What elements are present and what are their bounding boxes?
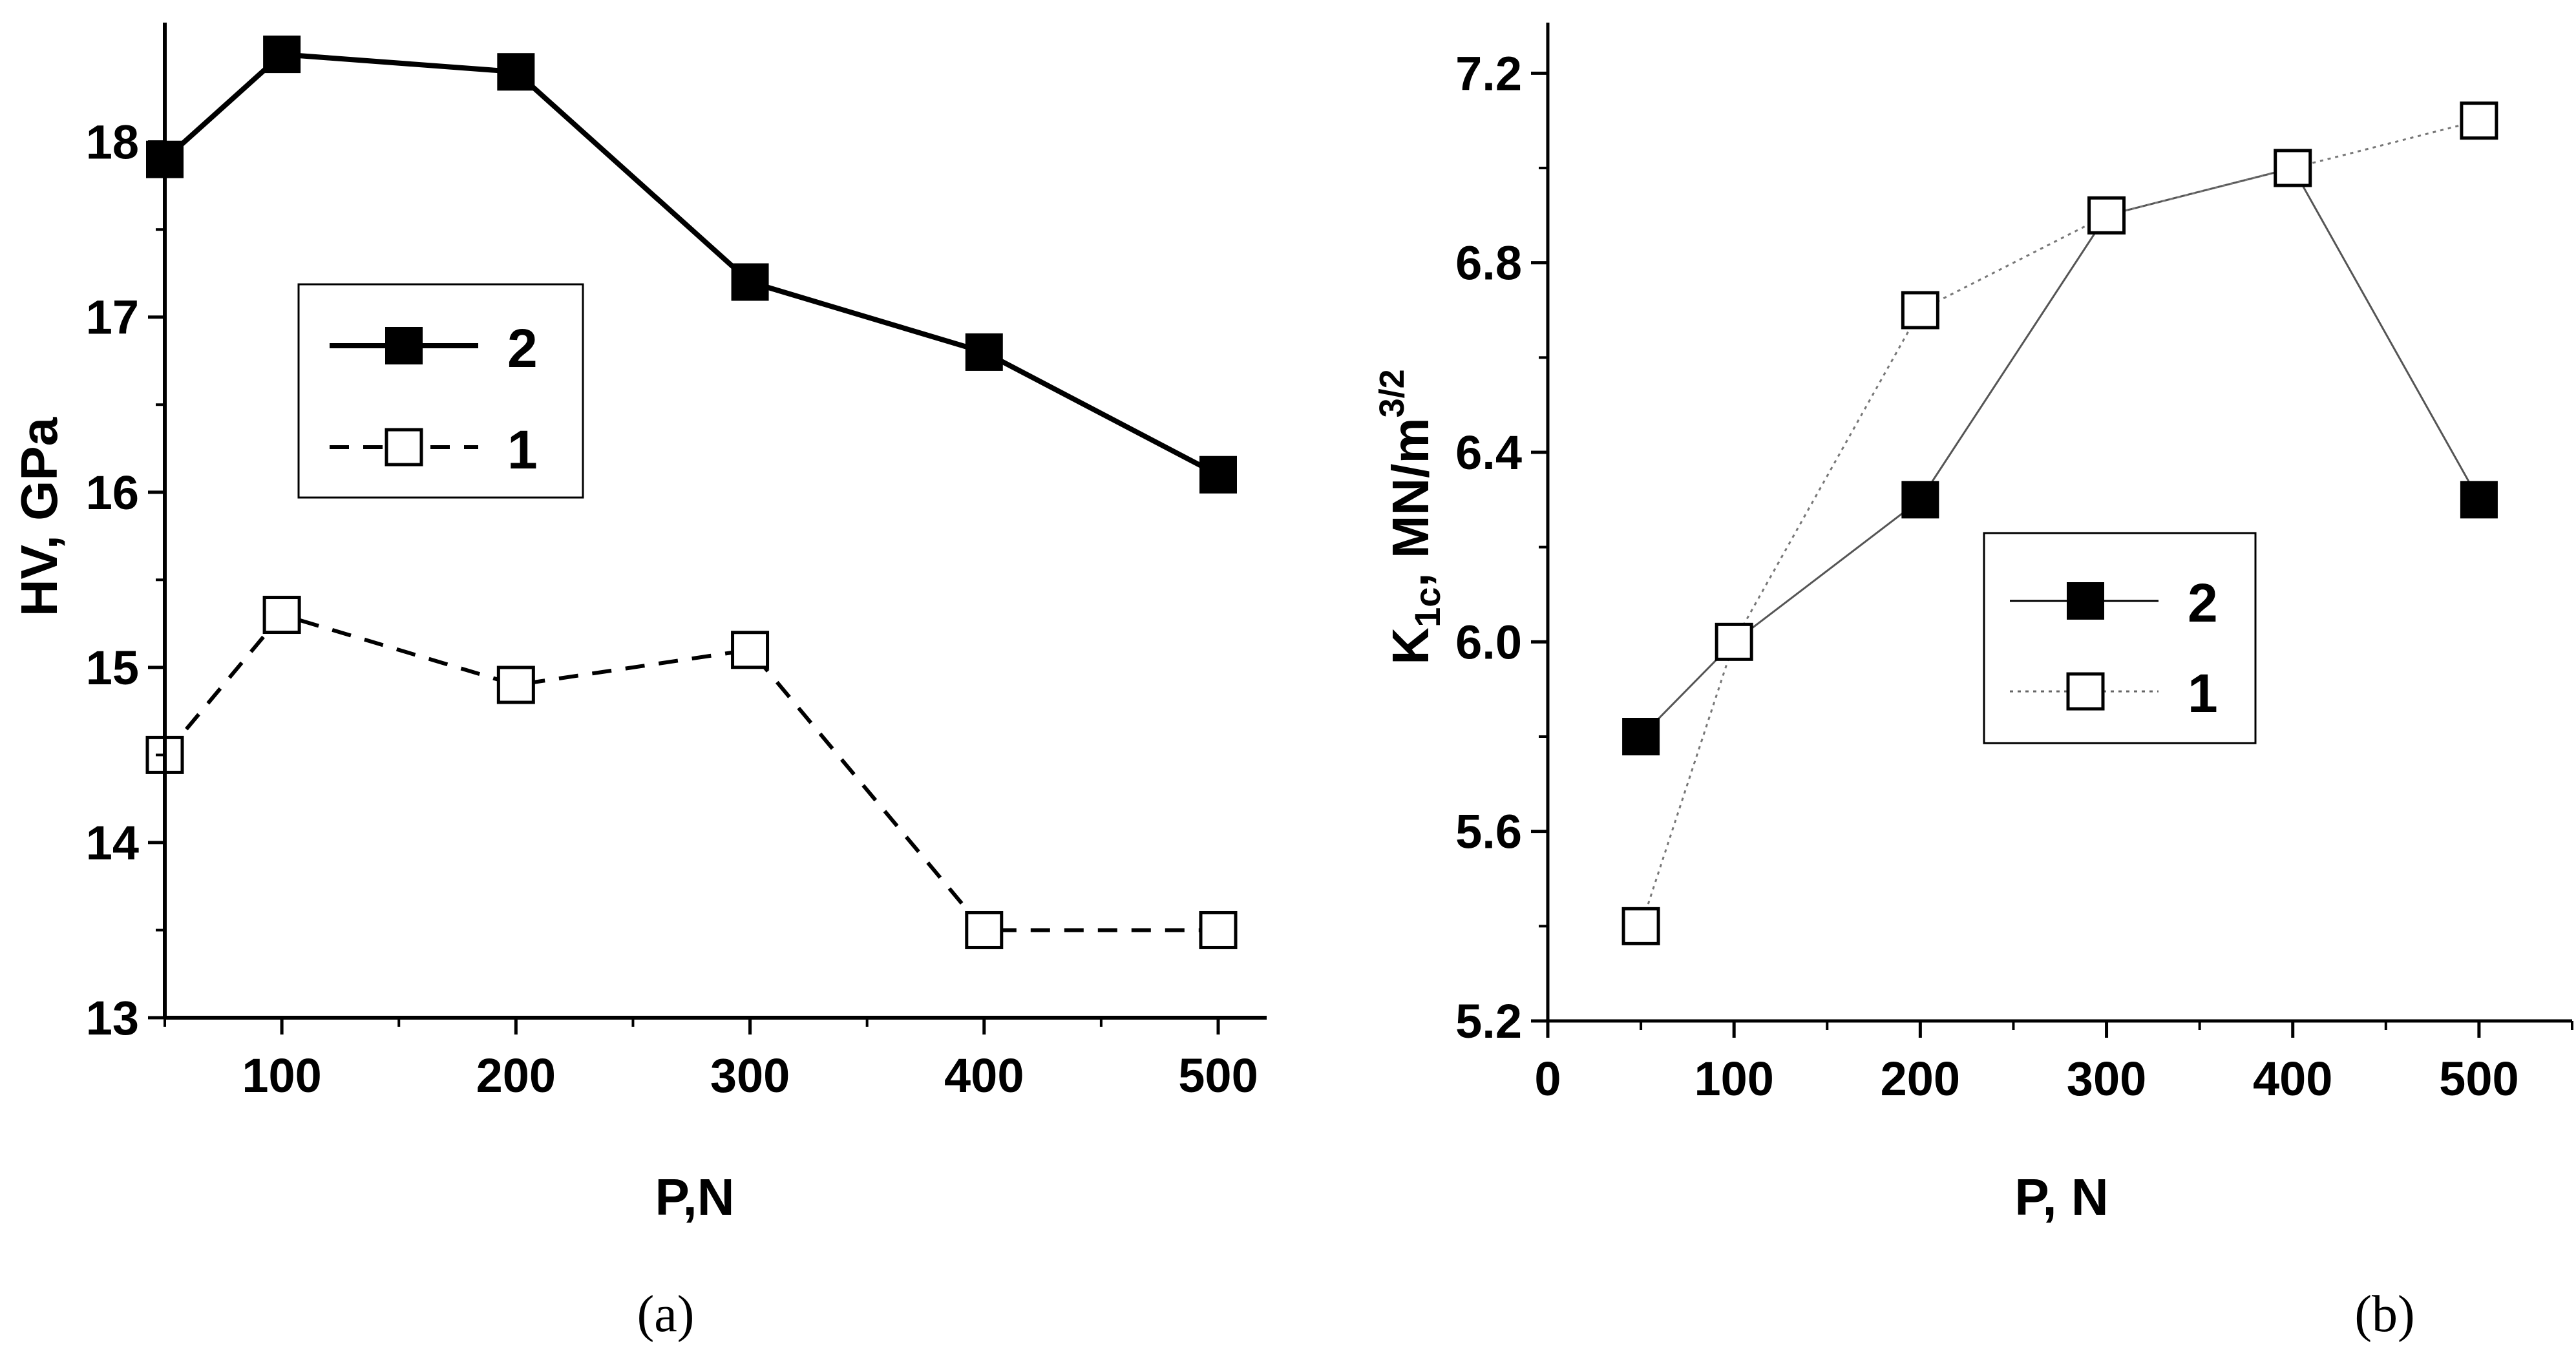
panel-b-y-tick-label: 7.2 (1455, 47, 1522, 100)
panel-b-legend-label-2: 2 (2188, 572, 2218, 633)
panel-a-ticks: 100 200 300 400 500 13 14 15 16 17 18 (86, 116, 1258, 1102)
panel-a-series-2-point (731, 263, 769, 301)
panel-b-y-tick-label: 6.0 (1455, 615, 1522, 669)
panel-b-legend: 2 1 (1983, 532, 2257, 744)
panel-a-legend: 2 1 (297, 283, 584, 499)
panel-b-x-tick-label: 400 (2253, 1052, 2332, 1106)
panel-b-series-1-point (1621, 907, 1660, 945)
panel-a-legend-marker-2 (385, 327, 423, 364)
panel-a-y-axis-title: HV, GPa (10, 417, 68, 616)
panel-b-series-1-line (1640, 120, 2480, 927)
panel-b-legend-box (1983, 532, 2257, 744)
panel-a-legend-label-2: 2 (507, 318, 538, 379)
panel-b-series-1-point (2460, 101, 2498, 140)
panel-a-series-2-point (965, 333, 1003, 371)
panel-a-legend-marker-1 (385, 428, 423, 467)
panel-b-ticks: 0 100 200 300 400 500 5.2 5.6 6.0 6.4 6.8 7.2 (1455, 47, 2573, 1106)
panel-b-x-axis-title: P, N (2014, 1168, 2108, 1226)
panel-a-series-1-point (731, 631, 770, 669)
panel-a-label: (a) (637, 1286, 695, 1343)
panel-a-series-1-point (1199, 910, 1238, 949)
panel-a-data-marks (145, 36, 1238, 949)
panel-b-y-tick-label: 6.8 (1455, 236, 1522, 290)
panel-a-x-axis-title: P,N (655, 1168, 734, 1226)
panel-a-y-tick-label: 14 (86, 816, 139, 870)
panel-b-x-tick-label: 0 (1534, 1052, 1561, 1106)
panel-b-y-tick-label: 5.6 (1455, 805, 1522, 859)
panel-b-series-1-point (1715, 622, 1753, 661)
panel-b-data-marks (1621, 101, 2498, 945)
panel-b-legend-marker-1 (2066, 672, 2105, 711)
panel-a-legend-box (297, 283, 584, 499)
panel-a-series-1-point (965, 910, 1004, 949)
panel-a-legend-label-1: 1 (507, 419, 538, 480)
panel-b-x-tick-label: 500 (2439, 1052, 2518, 1106)
panel-b-series-2-point (1622, 718, 1660, 755)
panel-a-y-tick-label: 13 (86, 991, 139, 1045)
panel-b-y-tick-label: 6.4 (1455, 426, 1522, 479)
panel-b-series-1-point (2274, 149, 2312, 187)
panel-b-legend-marker-2 (2067, 582, 2104, 620)
panel-a-series-1-point (262, 596, 301, 635)
panel-a-y-tick-label: 18 (86, 116, 139, 169)
panel-a-series-2-line (163, 52, 1219, 478)
panel-b-y-tick-label: 5.2 (1455, 994, 1522, 1048)
panel-a-series-2-point (1199, 456, 1237, 494)
panel-b-series-1-point (1901, 291, 1939, 330)
panel-b-label: (b) (2354, 1286, 2414, 1343)
panel-a-x-tick-label: 200 (476, 1049, 556, 1102)
panel-a-x-tick-label: 100 (242, 1049, 321, 1102)
panel-b-y-axis-title: K1c, MN/m3/2 (1373, 369, 1448, 664)
panel-a-x-tick-label: 300 (710, 1049, 790, 1102)
panel-b-x-tick-label: 200 (1881, 1052, 1960, 1106)
panel-a-series-2-point (263, 36, 301, 74)
panel-b-series-2-point (1901, 481, 1939, 519)
panel-a-y-tick-label: 17 (86, 291, 139, 344)
panel-b-x-tick-label: 300 (2067, 1052, 2146, 1106)
panel-a-series-1-point (496, 666, 535, 704)
panel-a-x-tick-label: 500 (1178, 1049, 1258, 1102)
panel-a-series-2-point (497, 53, 535, 91)
panel-b-x-tick-label: 100 (1694, 1052, 1773, 1106)
panel-a-series-1-line (163, 613, 1218, 932)
panel-a-y-tick-label: 15 (86, 641, 139, 695)
panel-b-series-2-point (2460, 481, 2498, 519)
panel-a-x-tick-label: 400 (944, 1049, 1024, 1102)
panel-b-series-1-point (2087, 196, 2126, 235)
panel-a-y-tick-label: 16 (86, 466, 139, 520)
panel-b-legend-label-1: 1 (2188, 663, 2218, 724)
